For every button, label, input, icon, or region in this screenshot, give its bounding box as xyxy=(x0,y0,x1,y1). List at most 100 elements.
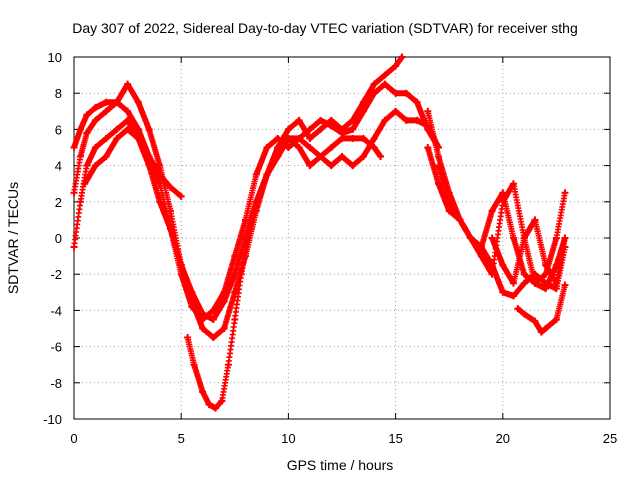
data-point xyxy=(250,207,258,215)
data-point xyxy=(284,125,292,133)
data-point xyxy=(184,334,192,342)
data-point xyxy=(113,98,121,106)
y-tick-label: 4 xyxy=(55,159,62,174)
data-point xyxy=(209,315,217,323)
data-point xyxy=(124,116,132,124)
data-point xyxy=(177,261,185,269)
data-point xyxy=(156,198,164,206)
data-point xyxy=(359,153,367,161)
data-point xyxy=(76,125,84,133)
data-point xyxy=(166,225,174,233)
data-point xyxy=(220,297,228,305)
data-point xyxy=(295,134,303,142)
data-point xyxy=(552,279,560,287)
data-point xyxy=(91,116,99,124)
data-point xyxy=(327,162,335,170)
data-point xyxy=(520,310,528,318)
data-point xyxy=(434,162,442,170)
x-tick-label: 25 xyxy=(603,431,617,446)
data-point xyxy=(477,243,485,251)
data-point xyxy=(445,207,453,215)
data-point xyxy=(381,80,389,88)
data-point xyxy=(370,89,378,97)
data-point xyxy=(392,89,400,97)
data-point xyxy=(124,80,132,88)
data-point xyxy=(359,98,367,106)
data-point xyxy=(317,116,325,124)
y-tick-label: 8 xyxy=(55,86,62,101)
data-point xyxy=(91,144,99,151)
data-point xyxy=(102,98,110,106)
data-point xyxy=(70,189,78,197)
data-point xyxy=(306,134,314,142)
y-tick-labels: -10 -8 -6 -4 -2 0 2 4 6 8 10 xyxy=(43,50,62,427)
data-point xyxy=(377,153,385,161)
data-point xyxy=(531,216,539,224)
data-point xyxy=(166,183,174,191)
series-track-j xyxy=(514,281,569,336)
data-point xyxy=(177,192,185,200)
data-point xyxy=(284,134,292,142)
data-point xyxy=(542,285,550,293)
data-point xyxy=(188,303,196,311)
data-point xyxy=(145,125,153,133)
data-point xyxy=(102,153,110,161)
data-point xyxy=(70,243,78,251)
data-point xyxy=(499,261,507,269)
series-track-c xyxy=(81,125,185,200)
data-point xyxy=(156,180,164,188)
chart-title: Day 307 of 2022, Sidereal Day-to-day VTE… xyxy=(72,20,578,36)
data-point xyxy=(274,153,282,161)
series-markers xyxy=(514,282,568,336)
data-point xyxy=(370,134,378,142)
data-point xyxy=(552,315,560,323)
data-point xyxy=(284,144,292,151)
data-point xyxy=(349,125,357,133)
data-point xyxy=(542,325,550,332)
data-point xyxy=(113,125,121,133)
data-point xyxy=(199,310,207,318)
data-point xyxy=(212,404,220,412)
data-point xyxy=(199,325,207,332)
x-axis-label: GPS time / hours xyxy=(287,457,394,473)
data-point xyxy=(327,122,335,130)
data-point xyxy=(561,234,569,242)
data-point xyxy=(531,279,539,287)
data-point xyxy=(467,234,475,242)
grid-lines xyxy=(74,57,610,419)
data-point xyxy=(237,270,245,278)
data-point xyxy=(91,162,99,170)
series-track-i xyxy=(488,216,569,287)
data-point xyxy=(231,288,239,296)
y-axis-label: SDTVAR / TECUs xyxy=(5,182,21,294)
data-point xyxy=(424,107,432,115)
series-markers xyxy=(81,126,185,200)
data-point xyxy=(510,292,518,300)
y-tick-label: -2 xyxy=(50,267,62,282)
data-series xyxy=(70,53,569,412)
data-point xyxy=(552,234,560,242)
data-point xyxy=(445,198,453,206)
data-point xyxy=(327,144,335,151)
data-point xyxy=(91,104,99,112)
data-point xyxy=(520,279,528,287)
data-point xyxy=(252,171,260,179)
data-point xyxy=(224,361,232,369)
data-point xyxy=(113,134,121,142)
y-tick-label: -8 xyxy=(50,376,62,391)
data-point xyxy=(188,288,196,296)
data-point xyxy=(392,62,400,70)
y-tick-label: 2 xyxy=(55,195,62,210)
data-point xyxy=(102,107,110,115)
data-point xyxy=(231,270,239,278)
data-point xyxy=(402,89,410,97)
data-point xyxy=(514,305,522,313)
data-point xyxy=(134,98,142,106)
data-point xyxy=(488,270,496,278)
data-point xyxy=(413,98,421,106)
data-point xyxy=(359,134,367,142)
data-point xyxy=(317,125,325,133)
y-tick-label: -10 xyxy=(43,412,62,427)
data-point xyxy=(510,234,518,242)
data-point xyxy=(70,144,78,151)
